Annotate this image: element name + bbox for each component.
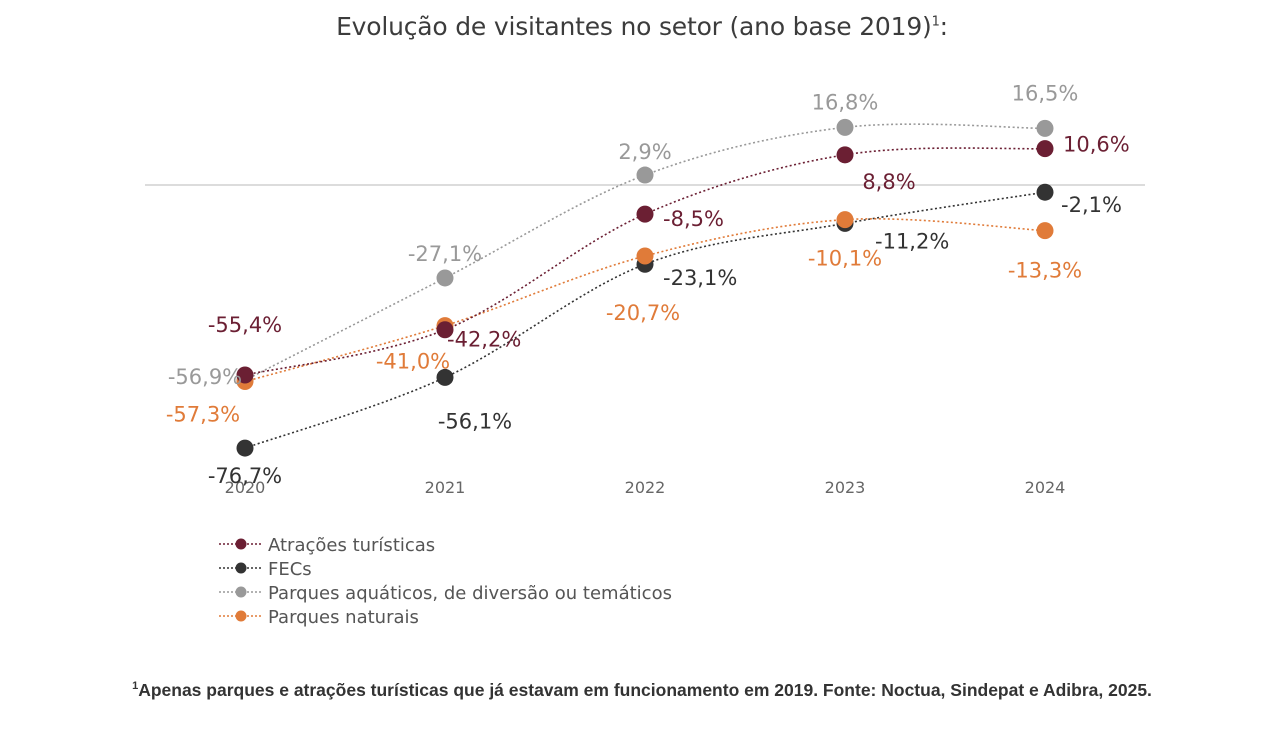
x-tick-label-2024: 2024	[1025, 478, 1066, 497]
data-label-parques-naturais-2023: -10,1%	[808, 247, 882, 271]
point-parques-naturais-2024	[1036, 222, 1054, 240]
data-label-parques-naturais-2024: -13,3%	[1008, 259, 1082, 283]
legend-marker-parques-aquaticos-de-diversao-ou-tematicos	[235, 586, 247, 598]
data-label-parques-naturais-2021: -41,0%	[376, 350, 450, 374]
data-label-atracoes-turisticas-2022: -8,5%	[663, 207, 724, 231]
legend-marker-atracoes-turisticas	[235, 538, 247, 550]
legend-marker-fecs	[235, 562, 247, 574]
legend-label-parques-naturais: Parques naturais	[268, 607, 419, 628]
x-tick-label-2022: 2022	[625, 478, 666, 497]
data-label-fecs-2020: -76,7%	[208, 464, 282, 488]
point-parques-naturais-2022	[636, 247, 654, 265]
point-atracoes-turisticas-2022	[636, 205, 654, 223]
point-parques-aquaticos-de-diversao-ou-tematicos-2024	[1036, 119, 1054, 137]
legend-label-fecs: FECs	[268, 559, 312, 580]
point-parques-aquaticos-de-diversao-ou-tematicos-2023	[836, 118, 854, 136]
legend-marker-parques-naturais	[235, 610, 247, 622]
data-label-fecs-2024: -2,1%	[1061, 193, 1122, 217]
footnote-text: Apenas parques e atrações turísticas que…	[138, 680, 1152, 700]
x-tick-label-2021: 2021	[425, 478, 466, 497]
point-fecs-2020	[236, 439, 254, 457]
chart-title: Evolução de visitantes no setor (ano bas…	[0, 12, 1284, 41]
point-fecs-2021	[436, 368, 454, 386]
data-label-parques-aquaticos-de-diversao-ou-tematicos-2024: 16,5%	[1012, 81, 1079, 105]
data-label-fecs-2021: -56,1%	[438, 409, 512, 433]
chart-footnote: 1Apenas parques e atrações turísticas qu…	[0, 680, 1284, 701]
data-label-parques-aquaticos-de-diversao-ou-tematicos-2021: -27,1%	[408, 242, 482, 266]
point-atracoes-turisticas-2024	[1036, 140, 1054, 158]
point-fecs-2024	[1036, 183, 1054, 201]
point-atracoes-turisticas-2023	[836, 146, 854, 164]
data-label-fecs-2022: -23,1%	[663, 266, 737, 290]
chart-title-footnote-marker: 1	[931, 14, 940, 30]
x-tick-label-2023: 2023	[825, 478, 866, 497]
point-atracoes-turisticas-2020	[236, 366, 254, 384]
point-parques-naturais-2023	[836, 211, 854, 229]
data-label-parques-aquaticos-de-diversao-ou-tematicos-2020: -56,9%	[168, 365, 242, 389]
legend-label-atracoes-turisticas: Atrações turísticas	[268, 535, 435, 556]
data-label-parques-aquaticos-de-diversao-ou-tematicos-2023: 16,8%	[812, 90, 879, 114]
chart-title-suffix: :	[939, 12, 948, 41]
data-label-parques-aquaticos-de-diversao-ou-tematicos-2022: 2,9%	[618, 140, 671, 164]
data-label-atracoes-turisticas-2023: 8,8%	[862, 170, 915, 194]
point-atracoes-turisticas-2021	[436, 321, 454, 339]
data-label-fecs-2023: -11,2%	[875, 229, 949, 253]
footnote-marker: 1	[132, 680, 139, 693]
chart-title-text: Evolução de visitantes no setor (ano bas…	[336, 12, 932, 41]
data-label-atracoes-turisticas-2021: -42,2%	[447, 328, 521, 352]
x-tick-label-2020: 2020	[225, 478, 266, 497]
point-parques-aquaticos-de-diversao-ou-tematicos-2021	[436, 269, 454, 287]
series-line-parques-aquaticos-de-diversao-ou-tematicos	[244, 123, 1046, 381]
legend-label-parques-aquaticos-de-diversao-ou-tematicos: Parques aquáticos, de diversão ou temáti…	[268, 583, 672, 604]
point-parques-aquaticos-de-diversao-ou-tematicos-2022	[636, 166, 654, 184]
data-label-parques-naturais-2022: -20,7%	[606, 301, 680, 325]
data-label-atracoes-turisticas-2020: -55,4%	[208, 313, 282, 337]
data-label-parques-naturais-2020: -57,3%	[166, 403, 240, 427]
data-label-atracoes-turisticas-2024: 10,6%	[1063, 133, 1130, 157]
